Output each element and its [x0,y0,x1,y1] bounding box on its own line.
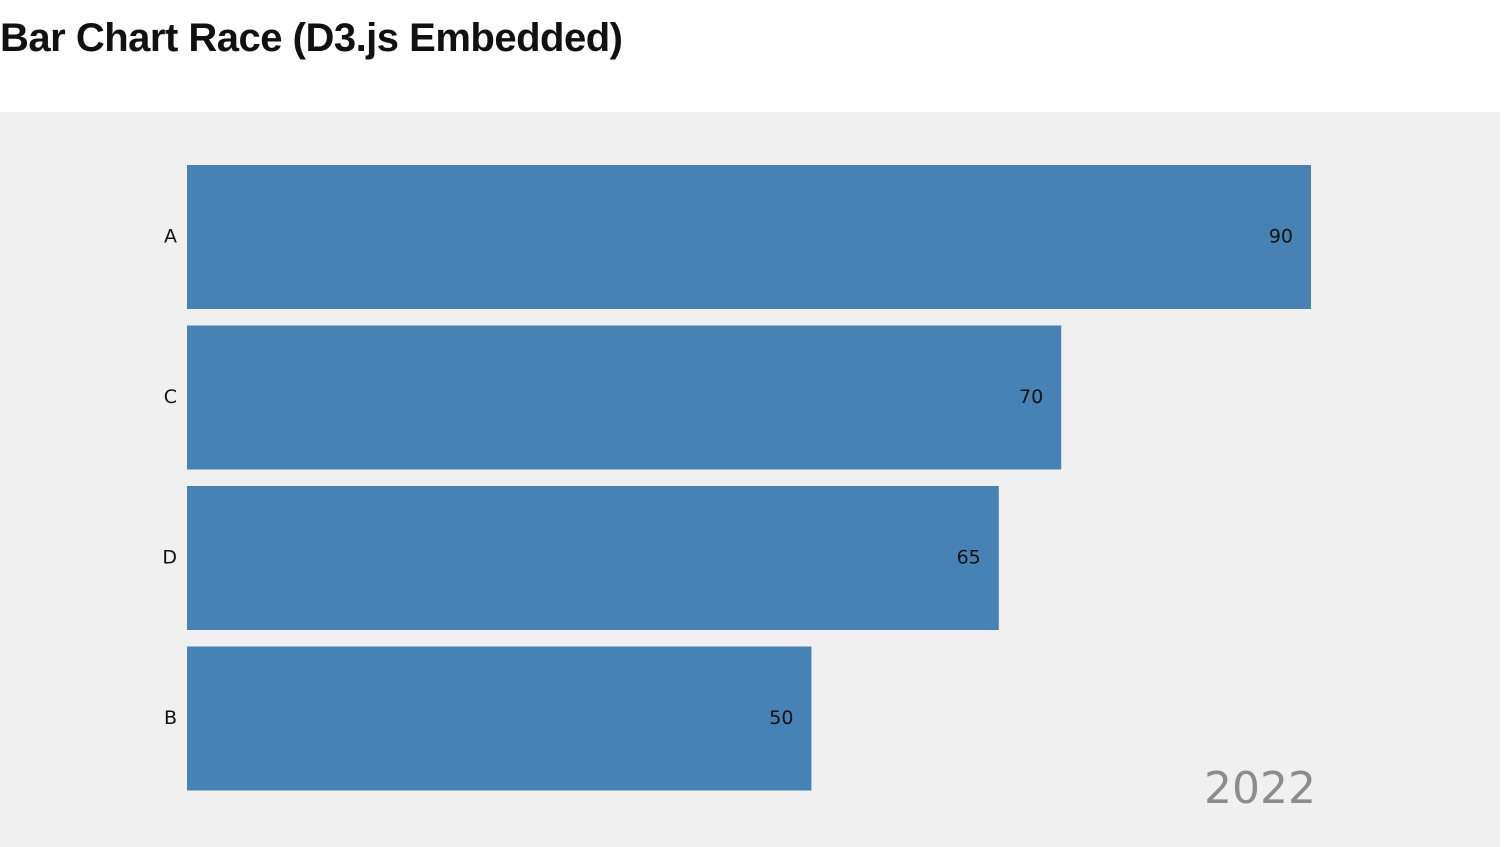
category-label: B [164,707,177,729]
bar [187,486,999,630]
value-label: 65 [957,547,981,569]
year-label: 2022 [1204,763,1316,814]
category-label: D [162,547,177,569]
category-label: A [164,226,177,248]
value-label: 90 [1269,226,1293,248]
bar [187,646,812,791]
value-label: 50 [769,707,793,729]
bar [187,325,1062,470]
bar [187,165,1311,309]
page-title: Bar Chart Race (D3.js Embedded) [0,16,623,60]
value-label: 70 [1019,386,1043,408]
category-label: C [164,386,177,408]
chart: A 90 C 70 D 65 B 50 2022 [0,112,1500,847]
